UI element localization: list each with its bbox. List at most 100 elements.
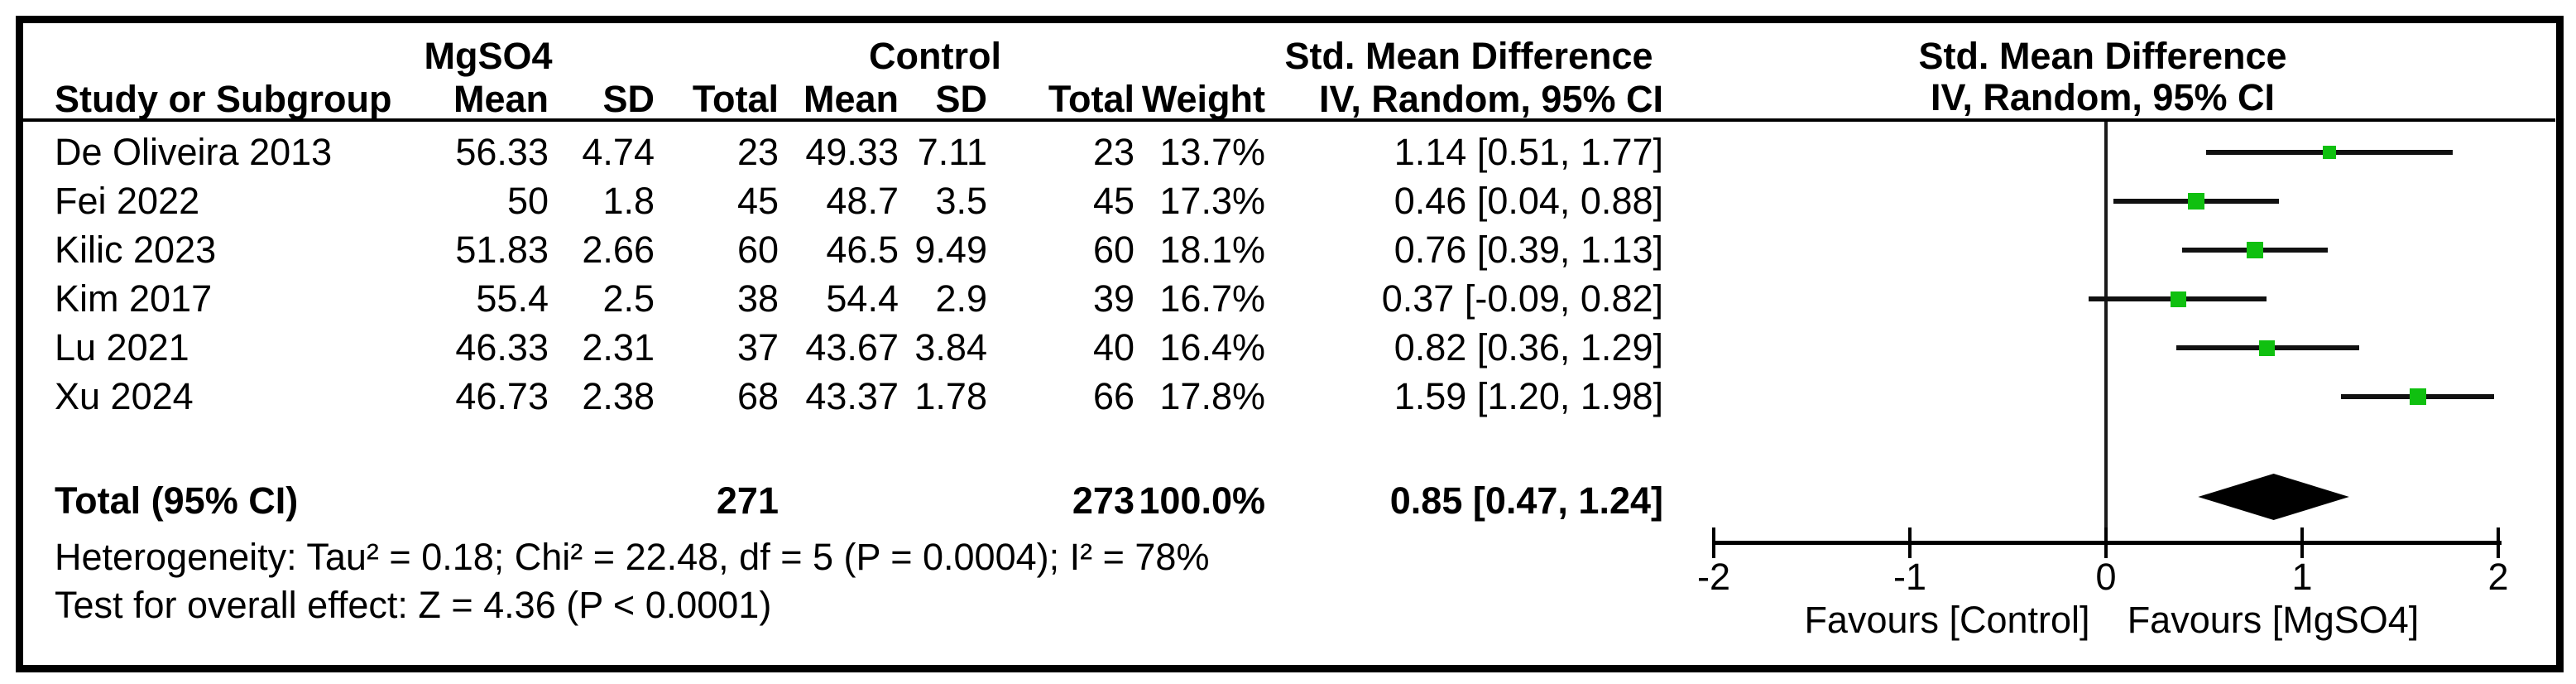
- cell-control-total: 40: [1092, 326, 1134, 368]
- table-row: Kilic 2023 51.83 2.66 60 46.5 9.49 60 18…: [55, 226, 1663, 274]
- axis-tick-label: 0: [2095, 556, 2117, 598]
- cell-control-total: 60: [1092, 229, 1134, 271]
- cell-weight: 16.4%: [1159, 326, 1265, 368]
- cell-study: De Oliveira 2013: [55, 131, 333, 173]
- cell-ci: 0.76 [0.39, 1.13]: [1394, 229, 1663, 271]
- header-control-mean: Mean: [803, 78, 899, 120]
- header-rule: [23, 118, 2555, 122]
- effect-marker: [2188, 193, 2205, 210]
- plot-header-line2: IV, Random, 95% CI: [1931, 76, 2275, 118]
- axis-tick-label: -1: [1892, 556, 1926, 598]
- effect-marker: [2247, 242, 2264, 258]
- cell-mgso4-total: 37: [736, 326, 779, 368]
- cell-mgso4-total: 38: [736, 277, 779, 320]
- favours-right-label: Favours [MgSO4]: [2127, 599, 2420, 641]
- cell-mgso4-mean: 56.33: [455, 131, 549, 173]
- effect-marker: [2258, 340, 2275, 356]
- column-header-row: Study or Subgroup Mean SD Total Mean SD …: [55, 75, 1663, 123]
- plot-header-line1: Std. Mean Difference: [1918, 35, 2287, 77]
- cell-control-sd: 7.11: [917, 131, 987, 173]
- cell-control-mean: 43.37: [805, 375, 899, 417]
- cell-ci: 1.14 [0.51, 1.77]: [1394, 131, 1663, 173]
- summary-diamond: [2198, 474, 2349, 520]
- effect-marker: [2323, 146, 2337, 159]
- cell-control-total: 66: [1092, 375, 1134, 417]
- cell-study: Kim 2017: [55, 277, 213, 320]
- x-axis-line: [1714, 541, 2502, 545]
- cell-control-mean: 43.67: [805, 326, 899, 368]
- cell-weight: 17.8%: [1159, 375, 1265, 417]
- cell-control-total: 39: [1092, 277, 1134, 320]
- cell-total-label: Total (95% CI): [55, 479, 299, 522]
- cell-weight: 17.3%: [1159, 180, 1265, 222]
- axis-tick: [1908, 527, 1912, 558]
- axis-tick-label: -2: [1696, 556, 1730, 598]
- header-study: Study or Subgroup: [55, 78, 392, 120]
- cell-study: Xu 2024: [55, 375, 194, 417]
- cell-study: Lu 2021: [55, 326, 189, 368]
- cell-mgso4-mean: 46.33: [455, 326, 549, 368]
- cell-mgso4-total: 68: [736, 375, 779, 417]
- cell-control-total: 23: [1092, 131, 1134, 173]
- favours-left-label: Favours [Control]: [1804, 599, 2090, 641]
- cell-weight: 18.1%: [1159, 229, 1265, 271]
- smd-column-header: Std. Mean Difference: [1284, 35, 1653, 77]
- cell-mgso4-sd: 2.66: [582, 229, 655, 271]
- heterogeneity-text: Heterogeneity: Tau² = 0.18; Chi² = 22.48…: [55, 536, 1210, 578]
- table-row: Xu 2024 46.73 2.38 68 43.37 1.78 66 17.8…: [55, 373, 1663, 421]
- cell-control-sd: 1.78: [914, 375, 987, 417]
- cell-control-total: 45: [1092, 180, 1134, 222]
- header-mgso4-sd: SD: [602, 78, 655, 120]
- axis-tick: [2300, 527, 2304, 558]
- cell-mgso4-sd: 2.5: [602, 277, 655, 320]
- cell-control-sd: 9.49: [914, 229, 987, 271]
- axis-tick: [1712, 527, 1715, 558]
- group-header-mgso4: MgSO4: [424, 35, 553, 77]
- cell-control-mean: 46.5: [826, 229, 899, 271]
- cell-mgso4-total: 271: [716, 479, 779, 522]
- cell-weight: 13.7%: [1159, 131, 1265, 173]
- cell-weight: 16.7%: [1159, 277, 1265, 320]
- axis-tick-label: 2: [2487, 556, 2509, 598]
- cell-ci: 0.37 [-0.09, 0.82]: [1381, 277, 1663, 320]
- table-row: Lu 2021 46.33 2.31 37 43.67 3.84 40 16.4…: [55, 324, 1663, 372]
- zero-reference-line: [2104, 122, 2108, 542]
- cell-control-sd: 2.9: [935, 277, 987, 320]
- cell-control-mean: 49.33: [805, 131, 899, 173]
- cell-control-sd: 3.5: [935, 180, 987, 222]
- cell-control-mean: 54.4: [826, 277, 899, 320]
- cell-control-total: 273: [1072, 479, 1134, 522]
- header-weight: Weight: [1141, 78, 1265, 120]
- header-method: IV, Random, 95% CI: [1319, 78, 1663, 120]
- figure-border: [16, 16, 2564, 672]
- group-header-control: Control: [869, 35, 1001, 77]
- total-row: Total (95% CI) 271 273 100.0% 0.85 [0.47…: [55, 477, 1663, 525]
- cell-mgso4-sd: 2.31: [582, 326, 655, 368]
- header-control-total: Total: [1048, 78, 1134, 120]
- cell-mgso4-mean: 55.4: [476, 277, 549, 320]
- table-row: Fei 2022 50 1.8 45 48.7 3.5 45 17.3% 0.4…: [55, 177, 1663, 225]
- effect-marker: [2171, 291, 2187, 307]
- header-mgso4-mean: Mean: [453, 78, 549, 120]
- cell-study: Kilic 2023: [55, 229, 217, 271]
- axis-tick-label: 1: [2291, 556, 2313, 598]
- overall-effect-text: Test for overall effect: Z = 4.36 (P < 0…: [55, 584, 772, 626]
- header-mgso4-total: Total: [692, 78, 779, 120]
- cell-ci: 0.46 [0.04, 0.88]: [1394, 180, 1663, 222]
- cell-ci: 0.82 [0.36, 1.29]: [1394, 326, 1663, 368]
- cell-control-mean: 48.7: [826, 180, 899, 222]
- cell-mgso4-total: 45: [736, 180, 779, 222]
- cell-mgso4-total: 23: [736, 131, 779, 173]
- axis-tick: [2104, 527, 2108, 558]
- cell-ci: 0.85 [0.47, 1.24]: [1389, 479, 1663, 522]
- cell-mgso4-sd: 1.8: [602, 180, 655, 222]
- cell-mgso4-mean: 50: [506, 180, 549, 222]
- cell-mgso4-sd: 2.38: [582, 375, 655, 417]
- effect-marker: [2409, 388, 2426, 405]
- cell-mgso4-mean: 46.73: [455, 375, 549, 417]
- cell-weight: 100.0%: [1139, 479, 1265, 522]
- axis-tick: [2497, 527, 2500, 558]
- cell-mgso4-total: 60: [736, 229, 779, 271]
